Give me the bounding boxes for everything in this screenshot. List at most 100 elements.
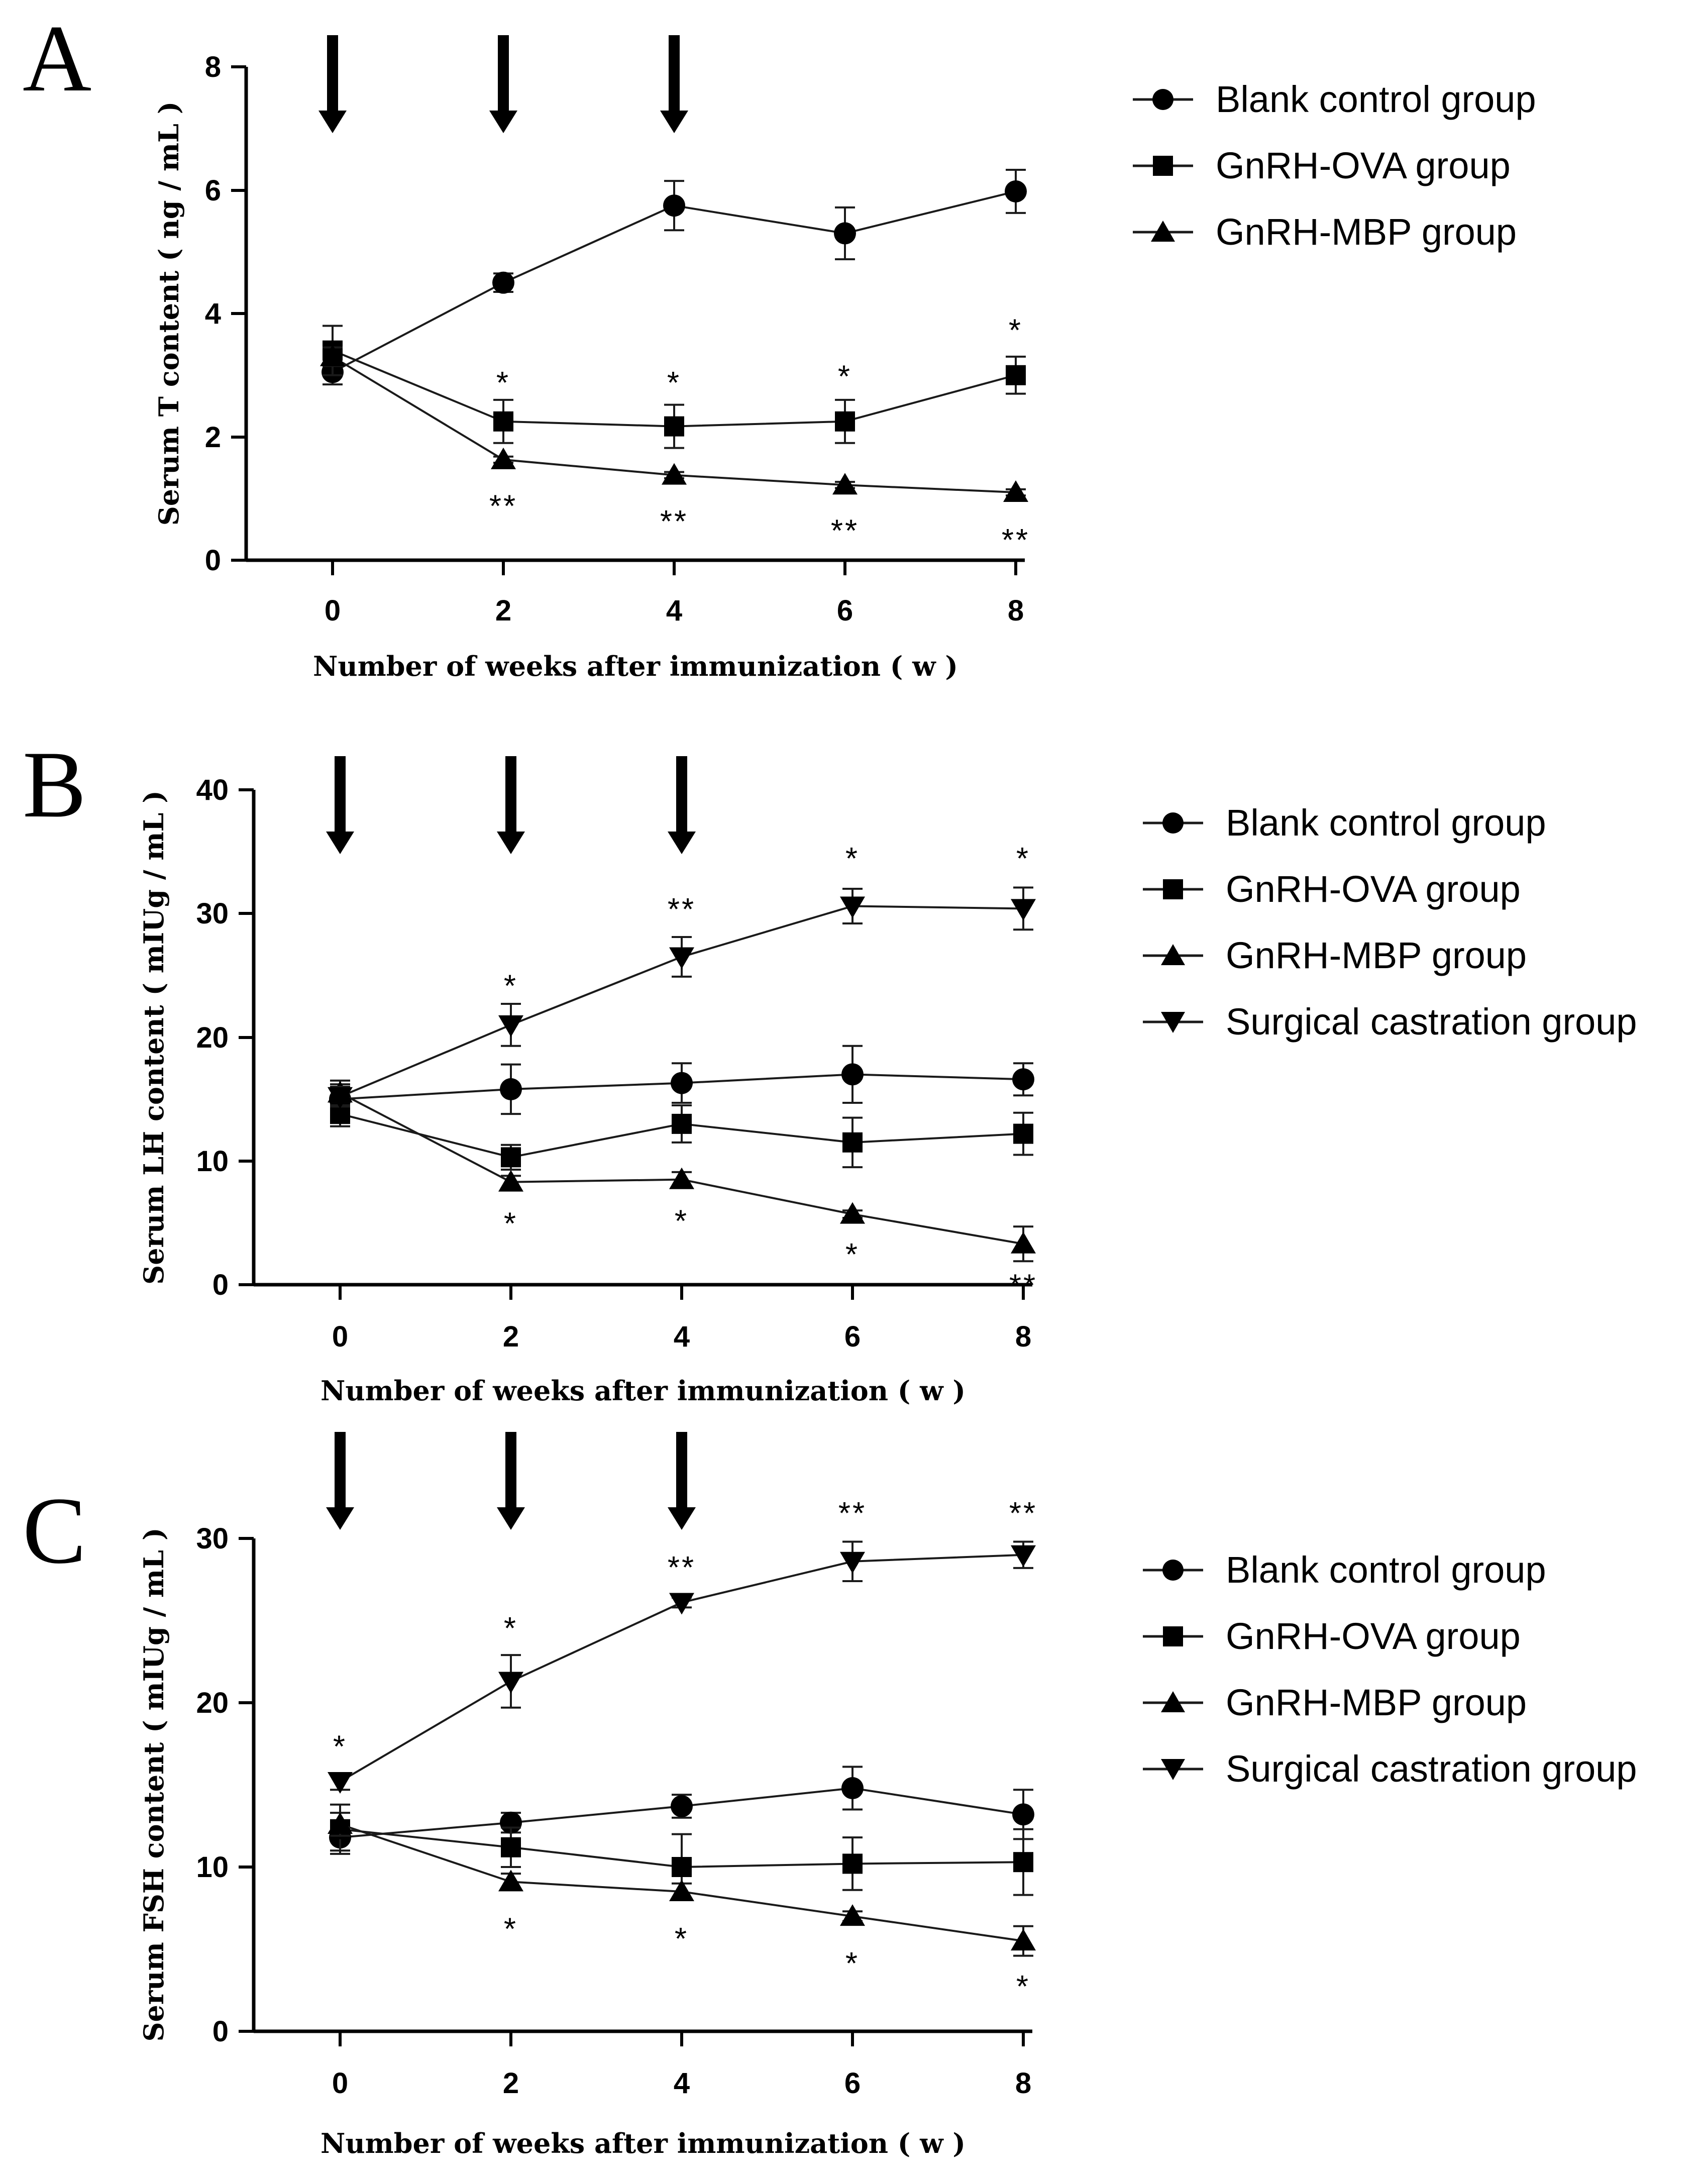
- panel-a-legend-label-0: Blank control group: [1216, 78, 1536, 120]
- panel-b-arrow-shaft-0: [335, 756, 346, 834]
- panel-c-series-1-point-3: [842, 1853, 863, 1874]
- panel-c-series-1-point-1: [501, 1837, 521, 1857]
- panel-c-series-1-point-4: [1013, 1852, 1033, 1873]
- panel-a-significance-4: **: [489, 489, 517, 524]
- panel-b-significance-6: *: [845, 1237, 860, 1272]
- panel-b-series-2-point-1: [498, 1170, 523, 1192]
- panel-b-series-3-point-1: [498, 1015, 523, 1037]
- panel-c-series-3-point-4: [1011, 1545, 1036, 1567]
- panel-a-significance-6: **: [831, 513, 859, 548]
- panel-a-y-axis-title: Serum T content ( ng / mL ): [153, 101, 185, 526]
- panel-c-legend-label-3: Surgical castration group: [1226, 1748, 1637, 1790]
- panel-c-legend-marker-0: [1162, 1560, 1184, 1581]
- panel-a: A 0 2 4 6 8 0 2 4 6 8: [23, 6, 1536, 682]
- panel-a-xtick-label-3: 6: [837, 594, 853, 627]
- panel-a-arrow-head-2: [660, 111, 688, 133]
- panel-a-arrows: [318, 35, 688, 133]
- panel-c-letter: C: [23, 1478, 86, 1584]
- panel-c-significance-6: *: [675, 1922, 689, 1956]
- panel-b-series-1-point-3: [842, 1132, 863, 1153]
- panel-b-arrow-shaft-2: [676, 756, 687, 834]
- panel-c-legend: Blank control group GnRH-OVA group GnRH-…: [1143, 1549, 1637, 1790]
- panel-b-series-3-point-2: [669, 947, 694, 969]
- panel-b-series-2-point-3: [840, 1202, 865, 1224]
- panel-a-xtick-label-2: 4: [666, 594, 682, 627]
- panel-a-series-2-point-1: [491, 447, 516, 469]
- panel-b-ytick-label-2: 20: [196, 1021, 229, 1054]
- panel-a-series-0-point-3: [834, 222, 856, 245]
- panel-c-arrow-shaft-2: [676, 1432, 687, 1510]
- panel-c-ytick-label-0: 0: [212, 2015, 229, 2048]
- panel-c-significance-8: *: [1016, 1970, 1030, 2004]
- panel-b-plot: **** ** ****: [328, 842, 1037, 1303]
- panel-c-ytick-label-1: 10: [196, 1851, 229, 1884]
- panel-b-significance-3: *: [1016, 842, 1030, 876]
- panel-b-y-ticks: 0 10 20 30 40: [196, 774, 254, 1301]
- panel-c-legend-label-2: GnRH-MBP group: [1226, 1682, 1527, 1723]
- panel-a-xtick-label-1: 2: [495, 594, 511, 627]
- panel-b-legend-label-1: GnRH-OVA group: [1226, 868, 1521, 910]
- panel-a-significance-5: **: [660, 504, 688, 539]
- panel-b-legend-label-3: Surgical castration group: [1226, 1001, 1637, 1043]
- panel-b-significance-2: *: [845, 842, 860, 876]
- panel-c-significance-5: *: [504, 1912, 518, 1946]
- panel-c-y-ticks: 0 10 20 30: [196, 1522, 254, 2048]
- panel-c-significance-1: *: [504, 1611, 518, 1646]
- panel-c-legend-marker-3: [1161, 1759, 1185, 1780]
- panel-b-significance-0: *: [504, 969, 518, 1004]
- panel-a-significance-7: **: [1002, 523, 1030, 558]
- panel-c-legend-label-0: Blank control group: [1226, 1549, 1546, 1591]
- panel-c-plot: ****** *** ***: [328, 1496, 1036, 2004]
- panel-b-x-axis-title: Number of weeks after immunization ( w ): [321, 1375, 966, 1407]
- panel-b-series-3-point-4: [1011, 899, 1036, 921]
- panel-b-x-ticks: 0 2 4 6 8: [332, 1285, 1031, 1353]
- panel-a-arrow-head-1: [489, 111, 517, 133]
- panel-b-ytick-label-3: 30: [196, 897, 229, 930]
- panel-b-significance-5: *: [675, 1204, 689, 1239]
- panel-a-series-1-point-2: [664, 416, 684, 437]
- panel-b-legend-marker-3: [1161, 1012, 1185, 1033]
- panel-c-series-3-point-1: [498, 1672, 523, 1694]
- panel-a-arrow-shaft-2: [669, 35, 680, 113]
- panel-a-legend: Blank control group GnRH-OVA group GnRH-…: [1133, 78, 1536, 253]
- panel-a-series-2-point-0: [320, 344, 345, 366]
- panel-a-letter: A: [23, 6, 91, 112]
- panel-c-xtick-label-0: 0: [332, 2067, 348, 2100]
- panel-a-significance-2: *: [838, 360, 852, 394]
- panel-a-xtick-label-4: 8: [1008, 594, 1024, 627]
- panel-a-legend-marker-0: [1152, 89, 1173, 110]
- panel-a-legend-marker-2: [1151, 221, 1175, 242]
- panel-a-significance-0: *: [496, 366, 510, 400]
- panel-c-axes: [252, 1538, 1032, 2033]
- panel-c-series-0-point-4: [1012, 1803, 1034, 1826]
- panel-c-arrow-head-0: [326, 1507, 354, 1530]
- panel-c-ytick-label-3: 30: [196, 1522, 229, 1555]
- panel-b-series-0-point-3: [841, 1063, 864, 1086]
- panel-a-legend-marker-1: [1153, 156, 1173, 176]
- panel-a-significance-1: *: [667, 366, 681, 400]
- panel-c-significance-7: *: [845, 1946, 860, 1981]
- panel-b-legend-marker-1: [1163, 879, 1183, 899]
- panel-b-legend: Blank control group GnRH-OVA group GnRH-…: [1143, 802, 1637, 1043]
- panel-a-ytick-label-0: 0: [205, 544, 221, 577]
- panel-c: C 0 10 20 30 0 2 4 6 8 Number: [23, 1432, 1637, 2159]
- panel-b-xtick-label-4: 8: [1015, 1320, 1031, 1353]
- panel-a-arrow-head-0: [318, 111, 347, 133]
- panel-b-series-1-point-1: [501, 1147, 521, 1168]
- panel-c-xtick-label-1: 2: [503, 2067, 519, 2100]
- panel-a-x-ticks: 0 2 4 6 8: [325, 560, 1024, 627]
- panel-c-xtick-label-4: 8: [1015, 2067, 1031, 2100]
- panel-b-arrow-head-1: [497, 832, 525, 854]
- panel-c-series-3-point-3: [840, 1551, 865, 1574]
- panel-b-y-axis-title: Serum LH content ( mIUg / mL ): [138, 790, 170, 1285]
- panel-b-significance-7: **: [1009, 1269, 1037, 1303]
- panel-c-series-3-point-0: [328, 1772, 353, 1794]
- panel-c-arrow-head-2: [668, 1507, 696, 1530]
- panel-b-significance-4: *: [504, 1206, 518, 1241]
- panel-b-series-3-point-3: [840, 896, 865, 918]
- panel-b-xtick-label-1: 2: [503, 1320, 519, 1353]
- panel-a-xtick-label-0: 0: [325, 594, 341, 627]
- panel-b-ytick-label-1: 10: [196, 1145, 229, 1178]
- panel-a-y-ticks: 0 2 4 6 8: [205, 51, 246, 577]
